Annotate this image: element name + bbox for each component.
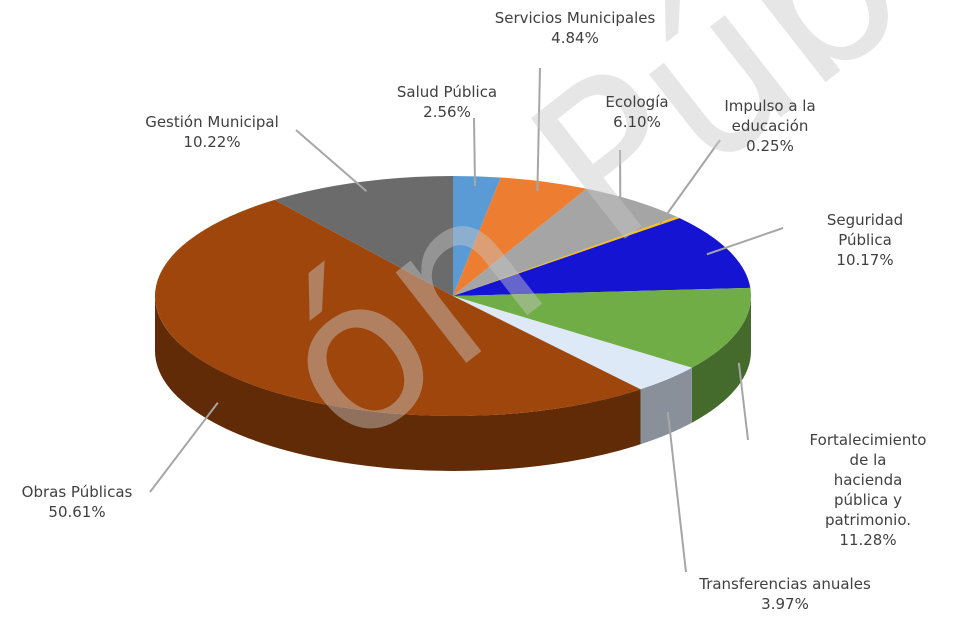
leader-line: [536, 67, 541, 191]
slice: [274, 176, 453, 296]
slice-side: [640, 367, 692, 445]
slice-label: Obras Públicas: [21, 483, 133, 501]
leader-line: [149, 402, 219, 493]
slice: [453, 296, 692, 390]
slice-side: [155, 296, 641, 471]
slice-label: Ecología: [605, 93, 669, 111]
value-label: 2.56%: [423, 103, 471, 121]
slice: [453, 218, 751, 296]
leader-line: [666, 412, 687, 573]
leader-line: [737, 362, 749, 441]
slice-label: Servicios Municipales: [494, 9, 656, 27]
slice-label: Seguridad Pública: [826, 211, 904, 249]
leader-line: [706, 227, 784, 256]
slice: [453, 287, 751, 368]
slice: [453, 216, 680, 296]
leader-line: [659, 139, 721, 225]
leader-line: [473, 117, 477, 186]
value-label: 4.84%: [551, 29, 599, 47]
slice: [453, 177, 587, 296]
value-label: 50.61%: [48, 503, 106, 521]
leader-line: [295, 129, 368, 192]
slice-label: Transferencias anuales: [699, 575, 871, 593]
value-label: 0.25%: [746, 137, 794, 155]
value-label: 11.28%: [839, 531, 897, 549]
slice-label: Gestión Municipal: [145, 113, 279, 131]
slice-label: Fortalecimiento de la hacienda pública y…: [809, 431, 927, 529]
value-label: 6.10%: [613, 113, 661, 131]
slice: [453, 176, 501, 296]
slice: [453, 188, 677, 296]
slice: [154, 199, 641, 417]
slice-label: Salud Pública: [396, 83, 498, 101]
value-label: 10.17%: [836, 251, 894, 269]
value-label: 3.97%: [761, 595, 809, 613]
slice-side: [691, 296, 751, 423]
value-label: 10.22%: [183, 133, 241, 151]
slice-label: Impulso a la educación: [724, 97, 816, 135]
